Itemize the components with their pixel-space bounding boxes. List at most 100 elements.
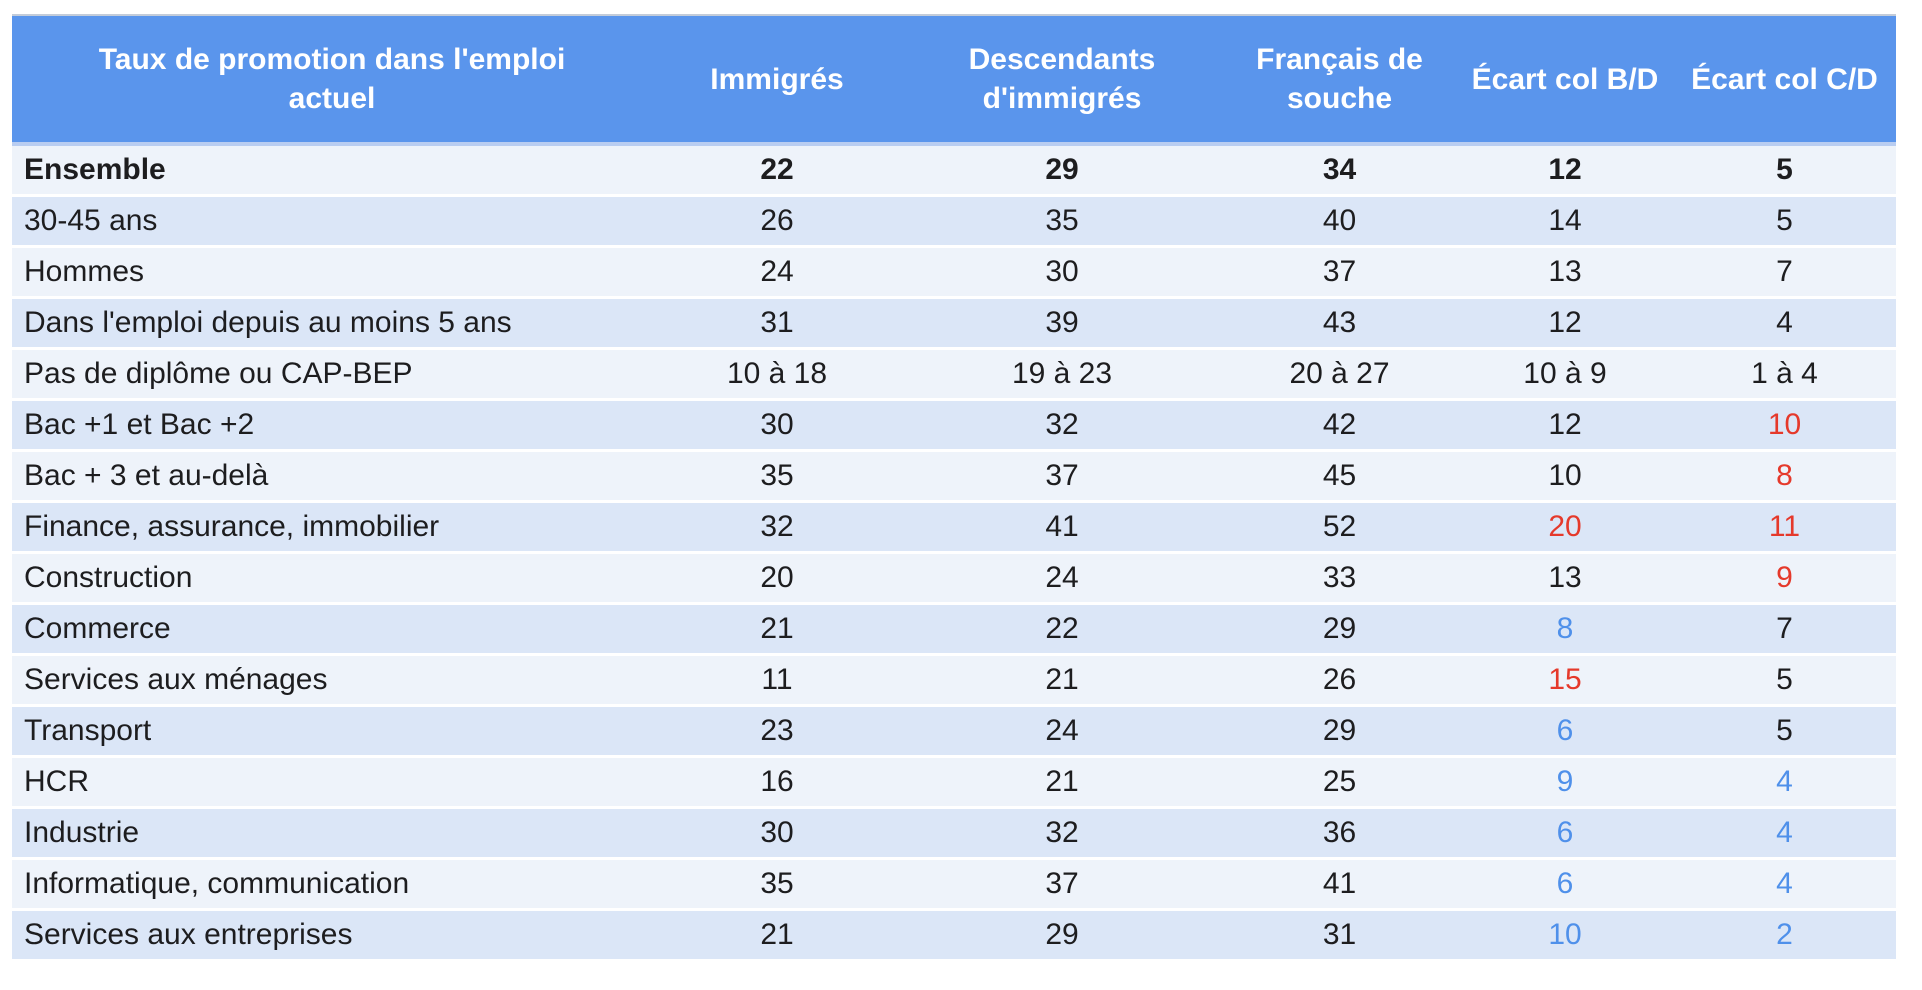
- cell-value: 21: [652, 603, 902, 656]
- cell-value: 37: [902, 450, 1222, 503]
- cell-value: 4: [1673, 297, 1896, 350]
- cell-value: 40: [1222, 195, 1457, 248]
- table-row: Hommes 24 30 37 13 7: [12, 246, 1896, 299]
- row-label: Bac +1 et Bac +2: [12, 399, 652, 452]
- cell-value: 4: [1673, 858, 1896, 911]
- cell-value: 10 à 18: [652, 348, 902, 401]
- cell-value: 35: [902, 195, 1222, 248]
- cell-value: 24: [902, 705, 1222, 758]
- cell-value: 6: [1457, 807, 1673, 860]
- cell-value: 13: [1457, 552, 1673, 605]
- row-label: 30-45 ans: [12, 195, 652, 248]
- table-row: Bac + 3 et au-delà 35 37 45 10 8: [12, 450, 1896, 503]
- cell-value: 10 à 9: [1457, 348, 1673, 401]
- table-row: Transport 23 24 29 6 5: [12, 705, 1896, 758]
- cell-value: 24: [652, 246, 902, 299]
- table-row: Services aux entreprises 21 29 31 10 2: [12, 909, 1896, 962]
- cell-value: 6: [1457, 705, 1673, 758]
- cell-value: 5: [1673, 195, 1896, 248]
- column-header: Descendants d'immigrés: [902, 14, 1222, 146]
- cell-value: 39: [902, 297, 1222, 350]
- table-row: Ensemble 22 29 34 12 5: [12, 144, 1896, 197]
- cell-value: 5: [1673, 705, 1896, 758]
- cell-value: 32: [902, 399, 1222, 452]
- table-row: Services aux ménages 11 21 26 15 5: [12, 654, 1896, 707]
- cell-value: 32: [902, 807, 1222, 860]
- cell-value: 33: [1222, 552, 1457, 605]
- table-body: Ensemble 22 29 34 12 5 30-45 ans 26 35 40 14 5 Homme…: [12, 144, 1896, 962]
- row-label: Construction: [12, 552, 652, 605]
- cell-value: 29: [1222, 705, 1457, 758]
- cell-value: 9: [1457, 756, 1673, 809]
- cell-value: 8: [1457, 603, 1673, 656]
- cell-value: 37: [902, 858, 1222, 911]
- cell-value: 5: [1673, 144, 1896, 197]
- table-title: Taux de promotion dans l'emploi actuel: [12, 14, 652, 146]
- row-label: Services aux ménages: [12, 654, 652, 707]
- cell-value: 45: [1222, 450, 1457, 503]
- cell-value: 31: [652, 297, 902, 350]
- cell-value: 11: [1673, 501, 1896, 554]
- row-label: HCR: [12, 756, 652, 809]
- cell-value: 7: [1673, 603, 1896, 656]
- cell-value: 52: [1222, 501, 1457, 554]
- table-row: Pas de diplôme ou CAP-BEP 10 à 18 19 à 23 2…: [12, 348, 1896, 401]
- row-label: Informatique, communication: [12, 858, 652, 911]
- cell-value: 29: [902, 144, 1222, 197]
- table-row: Finance, assurance, immobilier 32 41 52 20 11: [12, 501, 1896, 554]
- cell-value: 20: [652, 552, 902, 605]
- promotion-rate-table: Taux de promotion dans l'emploi actuel I…: [12, 14, 1896, 962]
- cell-value: 22: [902, 603, 1222, 656]
- cell-value: 20 à 27: [1222, 348, 1457, 401]
- table-row: Construction 20 24 33 13 9: [12, 552, 1896, 605]
- cell-value: 19 à 23: [902, 348, 1222, 401]
- table-row: 30-45 ans 26 35 40 14 5: [12, 195, 1896, 248]
- table-row: Industrie 30 32 36 6 4: [12, 807, 1896, 860]
- cell-value: 10: [1457, 909, 1673, 962]
- table-row: Commerce 21 22 29 8 7: [12, 603, 1896, 656]
- cell-value: 32: [652, 501, 902, 554]
- cell-value: 12: [1457, 297, 1673, 350]
- cell-value: 21: [902, 654, 1222, 707]
- cell-value: 35: [652, 450, 902, 503]
- column-header: Écart col B/D: [1457, 14, 1673, 146]
- row-label: Ensemble: [12, 144, 652, 197]
- cell-value: 36: [1222, 807, 1457, 860]
- cell-value: 12: [1457, 144, 1673, 197]
- cell-value: 12: [1457, 399, 1673, 452]
- cell-value: 22: [652, 144, 902, 197]
- cell-value: 10: [1457, 450, 1673, 503]
- table-header-row: Taux de promotion dans l'emploi actuel I…: [12, 14, 1896, 146]
- cell-value: 30: [652, 807, 902, 860]
- cell-value: 26: [652, 195, 902, 248]
- cell-value: 42: [1222, 399, 1457, 452]
- cell-value: 2: [1673, 909, 1896, 962]
- cell-value: 15: [1457, 654, 1673, 707]
- row-label: Dans l'emploi depuis au moins 5 ans: [12, 297, 652, 350]
- column-header: Écart col C/D: [1673, 14, 1896, 146]
- cell-value: 5: [1673, 654, 1896, 707]
- table-row: Informatique, communication 35 37 41 6 4: [12, 858, 1896, 911]
- row-label: Bac + 3 et au-delà: [12, 450, 652, 503]
- cell-value: 1 à 4: [1673, 348, 1896, 401]
- cell-value: 34: [1222, 144, 1457, 197]
- cell-value: 30: [652, 399, 902, 452]
- cell-value: 7: [1673, 246, 1896, 299]
- cell-value: 37: [1222, 246, 1457, 299]
- cell-value: 41: [902, 501, 1222, 554]
- cell-value: 29: [902, 909, 1222, 962]
- cell-value: 4: [1673, 807, 1896, 860]
- table-row: HCR 16 21 25 9 4: [12, 756, 1896, 809]
- row-label: Industrie: [12, 807, 652, 860]
- row-label: Hommes: [12, 246, 652, 299]
- cell-value: 4: [1673, 756, 1896, 809]
- row-label: Pas de diplôme ou CAP-BEP: [12, 348, 652, 401]
- cell-value: 43: [1222, 297, 1457, 350]
- cell-value: 11: [652, 654, 902, 707]
- cell-value: 6: [1457, 858, 1673, 911]
- cell-value: 10: [1673, 399, 1896, 452]
- cell-value: 31: [1222, 909, 1457, 962]
- cell-value: 30: [902, 246, 1222, 299]
- row-label: Finance, assurance, immobilier: [12, 501, 652, 554]
